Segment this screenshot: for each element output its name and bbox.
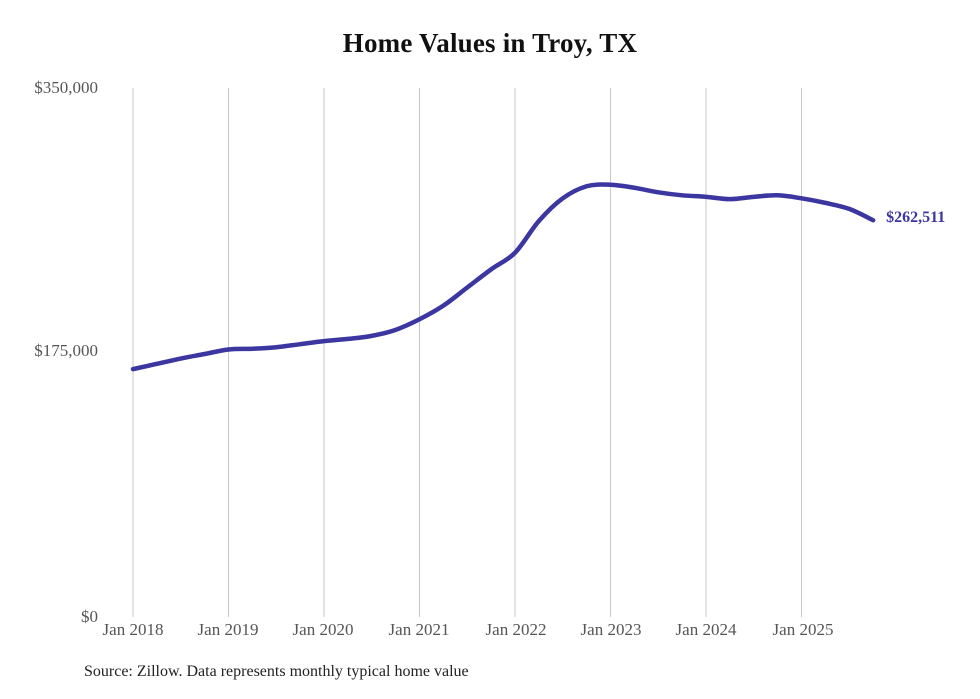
x-axis-tick-jan-2024: Jan 2024 [675, 620, 737, 639]
x-axis-tick-jan-2018: Jan 2018 [102, 620, 164, 639]
y-axis-tick-350000: $350,000 [34, 78, 98, 97]
x-axis-tick-jan-2019: Jan 2019 [197, 620, 259, 639]
series-end-value-label: $262,511 [886, 209, 946, 227]
x-axis-tick-jan-2020: Jan 2020 [292, 620, 354, 639]
gridlines [132, 88, 802, 617]
series-line-home-values [130, 182, 876, 372]
source-note: Source: Zillow. Data represents monthly … [84, 663, 469, 680]
x-axis-tick-jan-2022: Jan 2022 [485, 620, 547, 639]
x-axis-tick-jan-2023: Jan 2023 [580, 620, 642, 639]
y-axis-tick-0: $0 [81, 607, 98, 626]
y-axis-tick-175000: $175,000 [34, 341, 98, 360]
x-axis-tick-jan-2021: Jan 2021 [388, 620, 450, 639]
x-axis-tick-jan-2025: Jan 2025 [772, 620, 834, 639]
page-title: Home Values in Troy, TX [342, 28, 638, 58]
